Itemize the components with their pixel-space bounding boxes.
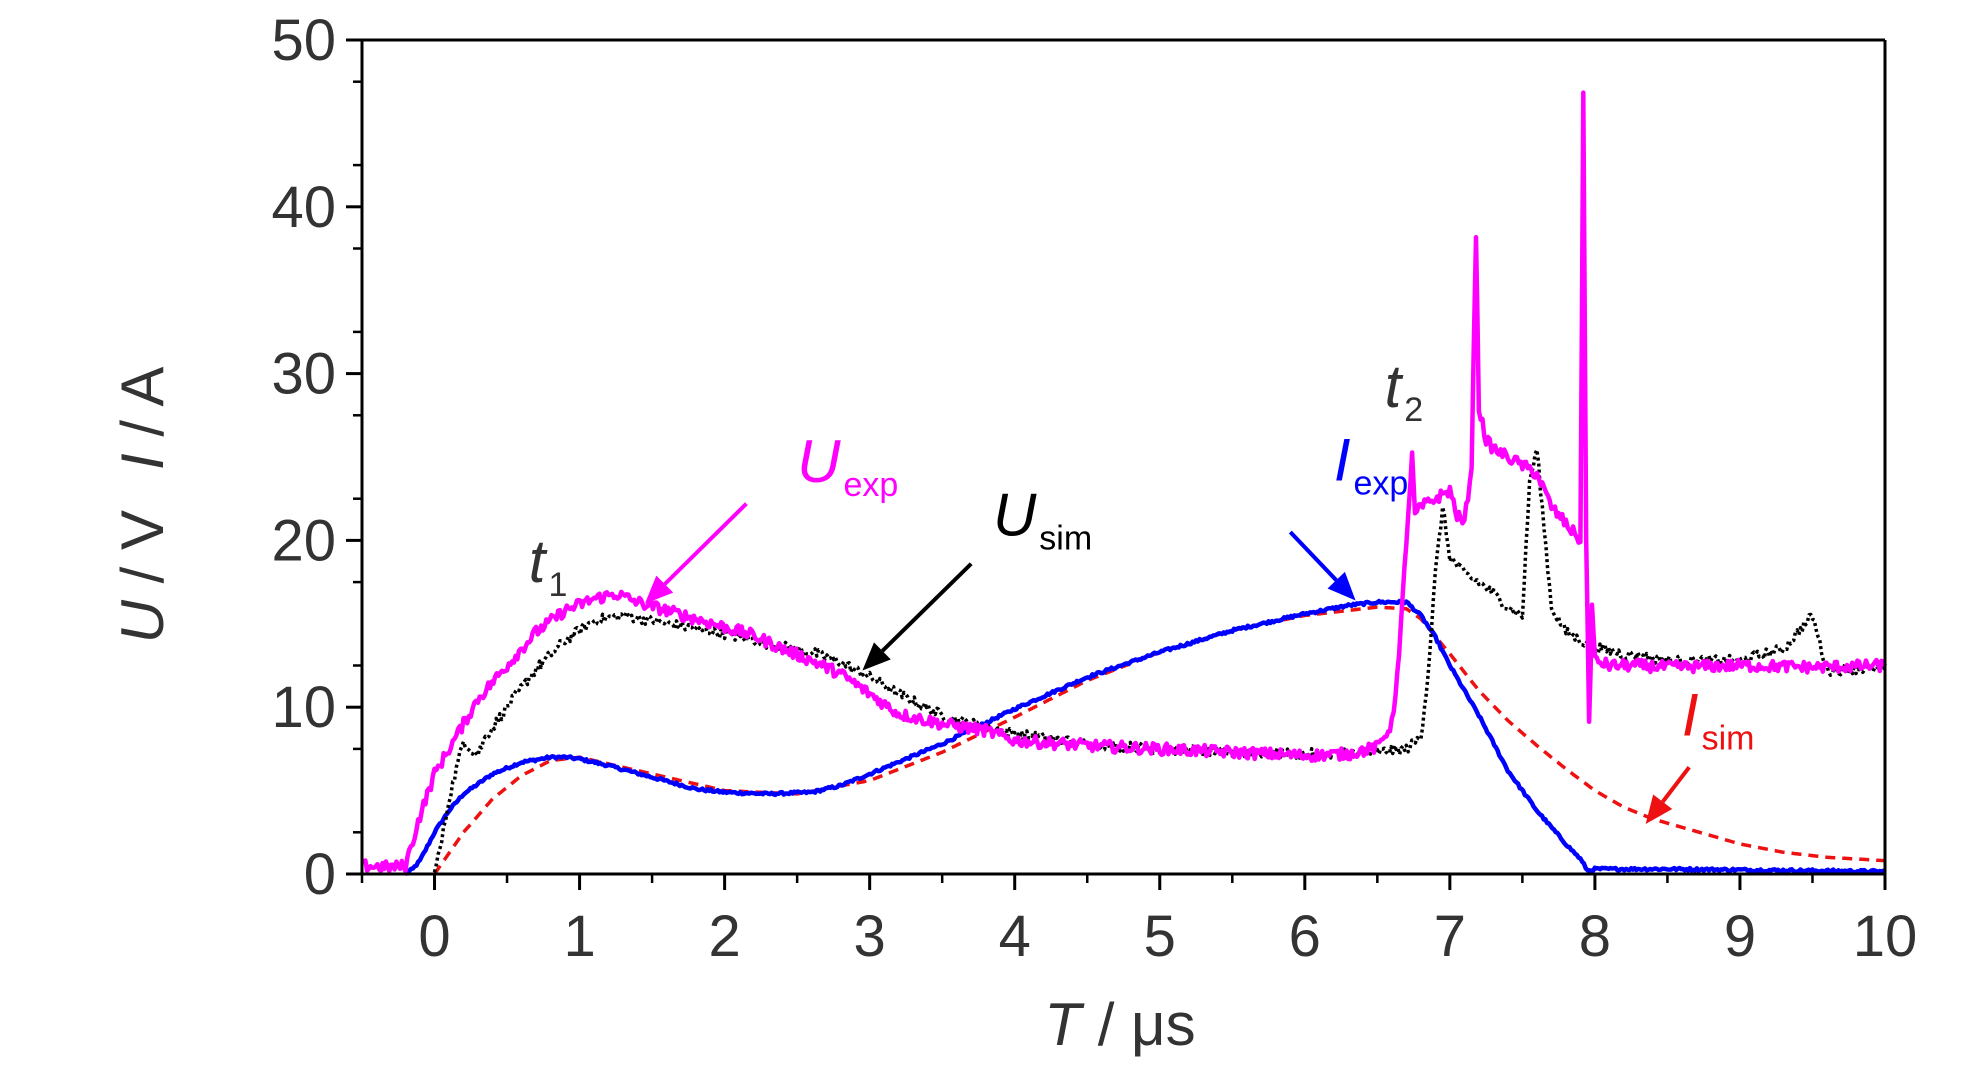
label-t1-main: t — [529, 528, 548, 595]
label-I_exp-sub: exp — [1353, 464, 1408, 502]
label-U_sim-main: U — [993, 481, 1037, 548]
arrowhead-I_sim — [1645, 794, 1673, 824]
arrowhead-U_sim — [862, 642, 891, 671]
arrow-I_exp — [1288, 530, 1338, 582]
y-tick-label: 10 — [271, 675, 336, 740]
x-tick-label: 4 — [999, 904, 1031, 969]
x-axis-var: T — [1044, 991, 1085, 1058]
series-line-U_exp — [360, 90, 1888, 874]
label-U_exp-sub: exp — [843, 466, 898, 504]
series-line-I_exp — [405, 598, 1886, 876]
axes-layer: 0 1 2 3 4 5 6 7 8 9 10 0 10 20 30 40 50 — [271, 8, 1917, 969]
x-tick-label: 6 — [1289, 904, 1321, 969]
series-line-I_sim — [433, 605, 1886, 875]
label-U_sim-sub: sim — [1039, 519, 1092, 557]
label-t2: t2 — [1385, 353, 1424, 429]
x-tick-label: 7 — [1434, 904, 1466, 969]
y-axis-var-i: I — [109, 453, 176, 470]
label-U_exp: Uexp — [797, 428, 898, 504]
y-tick-label: 30 — [271, 342, 336, 407]
x-axis-sep: / — [1081, 991, 1131, 1058]
arrowhead-I_exp — [1327, 571, 1356, 601]
label-U_exp-main: U — [797, 428, 841, 495]
y-tick-label: 40 — [271, 175, 336, 240]
y-axis-unit-u: / V — [109, 510, 176, 600]
y-tick-label: 20 — [271, 508, 336, 573]
arrow-U_exp — [663, 502, 748, 586]
y-tick-label: 50 — [271, 8, 336, 73]
arrow-U_sim — [880, 562, 973, 653]
x-tick-label: 8 — [1579, 904, 1611, 969]
label-t2-main: t — [1385, 353, 1404, 420]
x-tick-label: 2 — [708, 904, 740, 969]
y-tick-label: 0 — [304, 842, 336, 907]
label-I_sim-sub: sim — [1702, 720, 1755, 758]
label-I_sim-main: I — [1682, 682, 1699, 749]
x-tick-label: 10 — [1853, 904, 1918, 969]
arrowhead-U_exp — [644, 575, 674, 604]
x-axis-title: T / μs — [1044, 991, 1195, 1058]
label-I_exp: Iexp — [1334, 426, 1409, 502]
label-U_sim: Usim — [993, 481, 1092, 557]
y-axis-unit-i: / A — [109, 367, 176, 454]
label-I_sim: Isim — [1682, 682, 1755, 758]
x-axis-unit: μs — [1131, 991, 1196, 1058]
x-tick-label: 5 — [1144, 904, 1176, 969]
label-I_exp-main: I — [1334, 426, 1351, 493]
label-t1: t1 — [529, 528, 568, 604]
label-t1-sub: 1 — [548, 566, 567, 604]
y-axis-title: U / V I / A — [109, 367, 176, 644]
x-tick-label: 3 — [854, 904, 886, 969]
y-axis-var-u: U — [109, 599, 176, 643]
arrow-I_sim — [1661, 766, 1691, 803]
series-layer — [360, 90, 1888, 876]
x-tick-label: 1 — [563, 904, 595, 969]
x-tick-label: 9 — [1724, 904, 1756, 969]
label-t2-sub: 2 — [1404, 391, 1423, 429]
x-tick-label: 0 — [418, 904, 450, 969]
